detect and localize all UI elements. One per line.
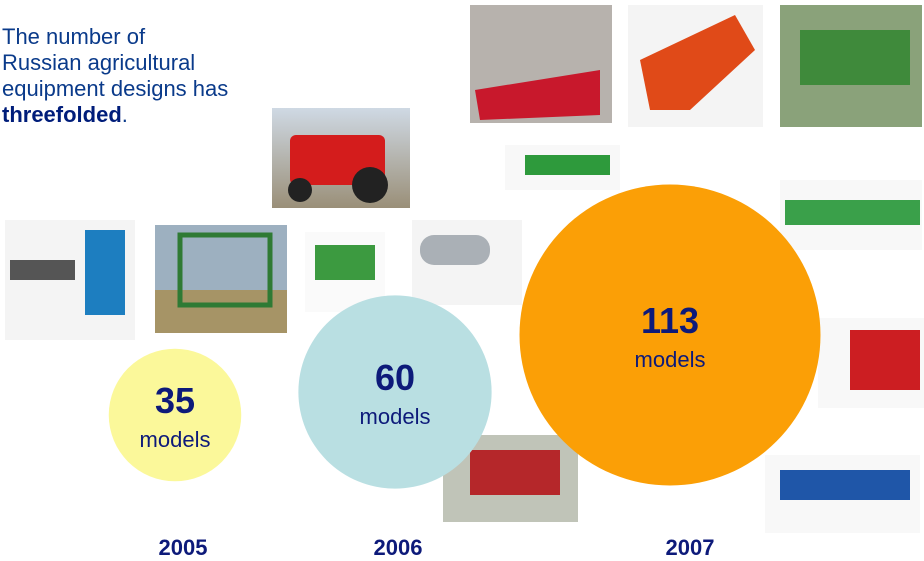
bubble-value: 60 bbox=[375, 357, 415, 398]
photo-detail bbox=[10, 260, 75, 280]
photo-detail bbox=[420, 235, 490, 265]
photo-detail bbox=[850, 330, 920, 390]
title-emphasis: threefolded bbox=[2, 102, 122, 127]
photo-detail bbox=[288, 178, 312, 202]
bubble-unit: models bbox=[635, 347, 706, 372]
title-end: . bbox=[122, 102, 128, 127]
title-line: The number of bbox=[2, 24, 146, 49]
photo-detail bbox=[525, 155, 610, 175]
year-label: 2006 bbox=[374, 535, 423, 560]
year-label: 2007 bbox=[666, 535, 715, 560]
bubble-value: 35 bbox=[155, 380, 195, 421]
photo-detail bbox=[780, 470, 910, 500]
slide: The number ofRussian agriculturalequipme… bbox=[0, 0, 924, 561]
photo-detail bbox=[352, 167, 388, 203]
bubble-value: 113 bbox=[641, 300, 699, 341]
photo-detail bbox=[85, 230, 125, 315]
title-line: equipment designs has bbox=[2, 76, 228, 101]
photo-detail bbox=[155, 290, 287, 333]
title-line: Russian agricultural bbox=[2, 50, 195, 75]
bubble-unit: models bbox=[140, 427, 211, 452]
photo-detail bbox=[315, 245, 375, 280]
year-label: 2005 bbox=[159, 535, 208, 560]
photo-detail bbox=[800, 30, 910, 85]
bubble-unit: models bbox=[360, 404, 431, 429]
photo-detail bbox=[470, 450, 560, 495]
photo-detail bbox=[785, 200, 920, 225]
